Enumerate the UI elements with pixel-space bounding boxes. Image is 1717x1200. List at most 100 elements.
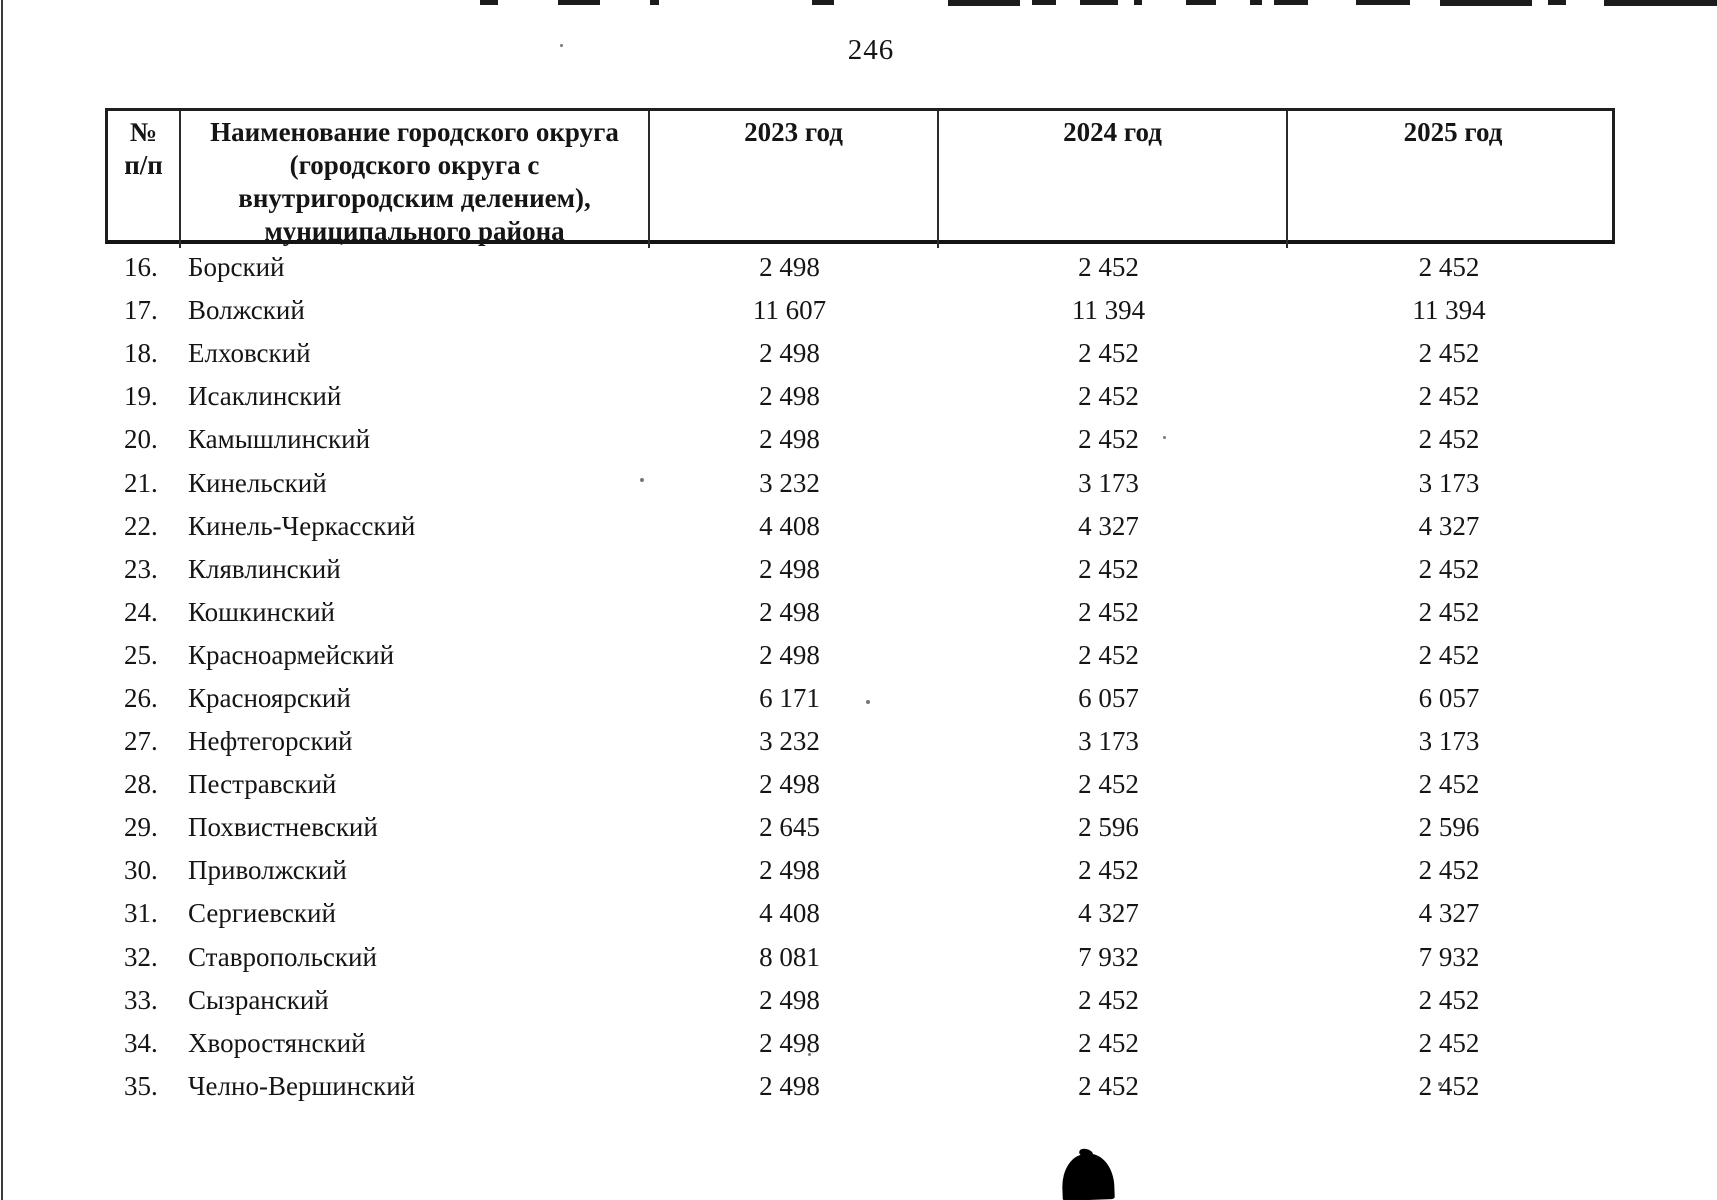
- table-header: № п/п Наименование городского округа (го…: [105, 108, 1615, 248]
- row-number: 34.: [124, 1027, 158, 1058]
- table-row: 19. Исаклинский 2 498 2 452 2 452: [105, 375, 1615, 418]
- row-number: 25.: [124, 639, 158, 670]
- header-num-line1: №: [129, 117, 158, 147]
- row-value-2025: 4 327: [1418, 510, 1480, 541]
- row-number: 19.: [124, 381, 158, 412]
- row-district-name: Борский: [188, 252, 285, 283]
- row-district-name: Сызранский: [188, 984, 329, 1015]
- row-value-2023: 2 498: [759, 855, 820, 886]
- table-row: 28. Пестравский 2 498 2 452 2 452: [105, 763, 1615, 806]
- row-value-2025: 3 173: [1418, 726, 1480, 757]
- row-number: 17.: [124, 295, 158, 326]
- table-row: 17. Волжский 11 607 11 394 11 394: [105, 289, 1615, 332]
- row-value-2023: 3 232: [759, 726, 820, 757]
- row-value-2025: 2 452: [1418, 338, 1480, 369]
- row-district-name: Кошкинский: [188, 596, 335, 627]
- row-number: 30.: [124, 855, 158, 886]
- row-value-2025: 11 394: [1412, 295, 1486, 326]
- table-row: 25. Красноармейский 2 498 2 452 2 452: [105, 634, 1615, 677]
- row-number: 18.: [124, 338, 158, 369]
- row-district-name: Хворостянский: [188, 1027, 366, 1058]
- header-cell-row-number: № п/п: [108, 111, 179, 248]
- row-value-2025: 2 452: [1418, 1070, 1480, 1101]
- row-value-2023: 4 408: [759, 510, 820, 541]
- table-row: 24. Кошкинский 2 498 2 452 2 452: [105, 591, 1615, 634]
- row-value-2025: 3 173: [1418, 467, 1480, 498]
- table-body: 16. Борский 2 498 2 452 2 452 17. Волжский 11 6…: [105, 246, 1615, 1108]
- row-value-2023: 2 498: [759, 338, 820, 369]
- table-row: 26. Красноярский 6 171 6 057 6 057: [105, 677, 1615, 720]
- row-district-name: Волжский: [188, 295, 305, 326]
- row-number: 26.: [124, 682, 158, 713]
- row-number: 23.: [124, 553, 158, 584]
- header-name-line3: внутригородским делением),: [238, 183, 591, 213]
- row-district-name: Исаклинский: [188, 381, 342, 412]
- row-value-2025: 2 452: [1418, 639, 1480, 670]
- row-value-2023: 6 171: [759, 682, 820, 713]
- row-district-name: Челно-Вершинский: [188, 1070, 416, 1101]
- row-value-2024: 2 452: [1078, 984, 1139, 1015]
- row-value-2024: 3 173: [1078, 726, 1139, 757]
- table-row: 31. Сергиевский 4 408 4 327 4 327: [105, 892, 1615, 935]
- row-value-2024: 4 327: [1078, 510, 1139, 541]
- row-district-name: Елховский: [188, 338, 311, 369]
- row-value-2023: 4 408: [759, 898, 820, 929]
- row-district-name: Кинельский: [188, 467, 327, 498]
- row-value-2024: 3 173: [1078, 467, 1139, 498]
- header-num-line2: п/п: [124, 150, 163, 180]
- row-value-2024: 2 452: [1078, 424, 1139, 455]
- row-value-2025: 2 452: [1418, 252, 1480, 283]
- row-district-name: Нефтегорский: [188, 726, 353, 757]
- page-number: 246: [847, 34, 895, 66]
- row-number: 24.: [124, 596, 158, 627]
- row-value-2024: 2 452: [1078, 639, 1139, 670]
- row-value-2024: 2 452: [1078, 381, 1139, 412]
- header-cell-year-2024: 2024 год: [937, 111, 1286, 248]
- row-number: 21.: [124, 467, 158, 498]
- row-value-2025: 6 057: [1418, 682, 1480, 713]
- row-value-2024: 2 452: [1078, 338, 1139, 369]
- row-value-2023: 2 498: [759, 381, 820, 412]
- row-value-2024: 2 452: [1078, 252, 1139, 283]
- header-cell-year-2023: 2023 год: [648, 111, 937, 248]
- row-value-2025: 7 932: [1418, 941, 1480, 972]
- row-number: 28.: [124, 769, 158, 800]
- row-value-2024: 2 452: [1078, 596, 1139, 627]
- row-value-2023: 2 498: [759, 1027, 820, 1058]
- row-number: 32.: [124, 941, 158, 972]
- table-row: 32. Ставропольский 8 081 7 932 7 932: [105, 936, 1615, 979]
- header-cell-year-2025: 2025 год: [1286, 111, 1618, 248]
- header-cell-district-name: Наименование городского округа (городско…: [179, 111, 648, 248]
- header-name-line1: Наименование городского округа: [210, 117, 619, 147]
- row-value-2024: 2 452: [1078, 1027, 1139, 1058]
- row-value-2023: 11 607: [752, 295, 827, 326]
- table-row: 16. Борский 2 498 2 452 2 452: [105, 246, 1615, 289]
- row-value-2025: 2 452: [1418, 424, 1480, 455]
- table-row: 35. Челно-Вершинский 2 498 2 452 2 452: [105, 1065, 1615, 1108]
- row-district-name: Красноярский: [188, 682, 351, 713]
- row-number: 29.: [124, 812, 158, 843]
- row-value-2023: 2 498: [759, 769, 820, 800]
- row-number: 31.: [124, 898, 158, 929]
- row-value-2024: 2 452: [1078, 855, 1139, 886]
- row-number: 27.: [124, 726, 158, 757]
- row-value-2023: 2 645: [759, 812, 820, 843]
- row-value-2024: 2 452: [1078, 769, 1139, 800]
- row-value-2025: 2 452: [1418, 596, 1480, 627]
- row-value-2023: 2 498: [759, 596, 820, 627]
- ink-blot: [1061, 1153, 1115, 1200]
- table-row: 27. Нефтегорский 3 232 3 173 3 173: [105, 720, 1615, 763]
- table-row: 22. Кинель-Черкасский 4 408 4 327 4 327: [105, 505, 1615, 548]
- row-district-name: Клявлинский: [188, 553, 341, 584]
- row-number: 35.: [124, 1070, 158, 1101]
- row-value-2023: 2 498: [759, 1070, 820, 1101]
- row-value-2024: 7 932: [1078, 941, 1139, 972]
- row-value-2025: 2 596: [1418, 812, 1480, 843]
- table-row: 18. Елховский 2 498 2 452 2 452: [105, 332, 1615, 375]
- table-row: 21. Кинельский 3 232 3 173 3 173: [105, 461, 1615, 504]
- row-district-name: Кинель-Черкасский: [188, 510, 416, 541]
- row-district-name: Красноармейский: [188, 639, 395, 670]
- row-number: 33.: [124, 984, 158, 1015]
- row-value-2023: 3 232: [759, 467, 820, 498]
